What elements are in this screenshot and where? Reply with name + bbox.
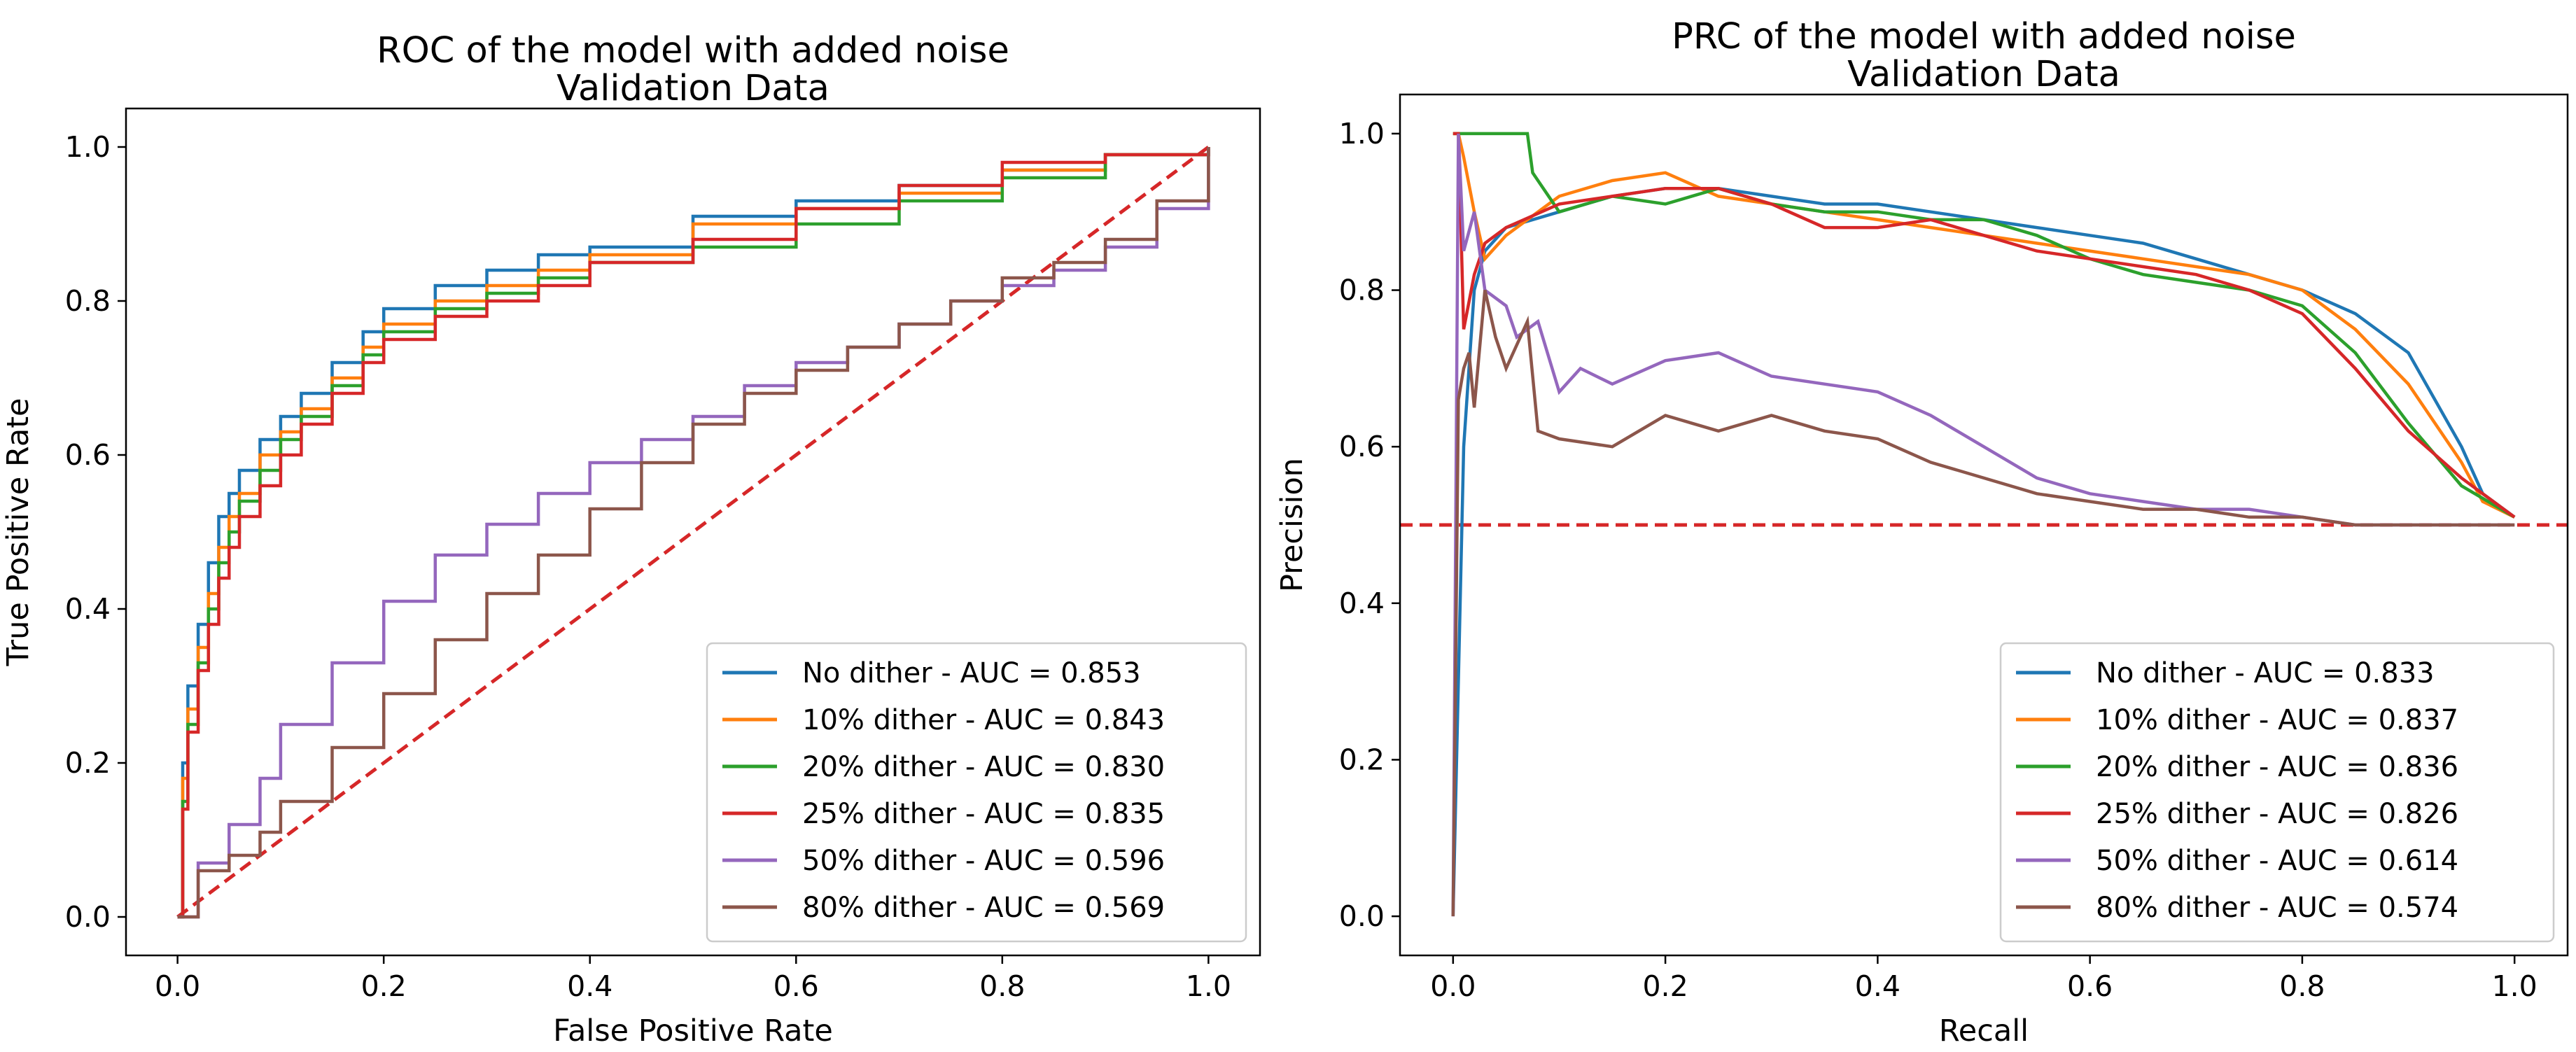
roc-subtitle: Validation Data	[556, 68, 830, 109]
roc-legend-label: 50% dither - AUC = 0.596	[802, 845, 1165, 877]
prc-series-50-dither	[1451, 133, 2515, 917]
prc-xtick-label: 0.8	[2279, 969, 2325, 1003]
prc-ytick-label: 0.0	[1339, 899, 1385, 933]
prc-subtitle: Validation Data	[1847, 54, 2120, 95]
prc-xtick-label: 0.0	[1430, 969, 1476, 1003]
prc-legend	[1999, 642, 2555, 943]
prc-series-10-dither	[1452, 132, 2516, 519]
prc-ytick-label: 0.2	[1339, 743, 1385, 776]
roc-legend-label: No dither - AUC = 0.853	[802, 657, 1141, 689]
roc-series-25-dither	[177, 147, 1210, 919]
prc-series-no-dither	[1451, 186, 2516, 917]
roc-ytick-label: 0.8	[65, 284, 111, 318]
roc-xtick-label: 0.4	[567, 969, 612, 1003]
roc-axes-frame	[125, 107, 1261, 957]
roc-series-80-dither	[177, 147, 1210, 919]
roc-legend-label: 80% dither - AUC = 0.569	[802, 892, 1165, 924]
roc-legend	[706, 642, 1247, 943]
prc-legend-label: 80% dither - AUC = 0.574	[2096, 892, 2458, 924]
roc-ylabel: True Positive Rate	[1, 398, 36, 666]
roc-legend-label: 25% dither - AUC = 0.835	[802, 798, 1165, 830]
roc-xtick-label: 0.0	[155, 969, 200, 1003]
prc-legend-label: 50% dither - AUC = 0.614	[2096, 845, 2458, 877]
prc-plot-area	[1400, 132, 2568, 917]
prc-axes-frame	[1399, 93, 2569, 957]
prc-ytick-label: 0.4	[1339, 587, 1385, 620]
prc-legend-label: 20% dither - AUC = 0.836	[2096, 751, 2458, 783]
roc-series-50-dither	[177, 147, 1210, 919]
prc-ytick-label: 0.8	[1339, 274, 1385, 307]
roc-xtick-label: 1.0	[1186, 969, 1231, 1003]
roc-ytick-label: 0.2	[65, 746, 111, 780]
prc-legend-label: No dither - AUC = 0.833	[2096, 657, 2435, 689]
prc-series-25-dither	[1452, 132, 2516, 519]
roc-xtick-label: 0.8	[979, 969, 1025, 1003]
prc-xtick-label: 0.6	[2067, 969, 2113, 1003]
roc-xtick-label: 0.2	[361, 969, 407, 1003]
prc-xtick-label: 0.2	[1642, 969, 1688, 1003]
roc-ytick-label: 0.4	[65, 592, 111, 626]
roc-ytick-label: 0.6	[65, 438, 111, 472]
prc-xlabel: Recall	[1939, 1014, 2029, 1049]
prc-series-20-dither	[1452, 132, 2516, 519]
prc-ytick-label: 1.0	[1339, 117, 1385, 150]
prc-ytick-label: 0.6	[1339, 430, 1385, 463]
prc-series-80-dither	[1451, 290, 2515, 917]
prc-title: PRC of the model with added noise	[1672, 16, 2296, 57]
roc-ytick-label: 1.0	[65, 130, 111, 164]
roc-legend-label: 20% dither - AUC = 0.830	[802, 751, 1165, 783]
prc-ylabel: Precision	[1275, 458, 1310, 592]
roc-plot-area	[176, 145, 1210, 919]
prc-xtick-label: 1.0	[2492, 969, 2538, 1003]
prc-xtick-label: 0.4	[1855, 969, 1900, 1003]
roc-xtick-label: 0.6	[774, 969, 819, 1003]
roc-xlabel: False Positive Rate	[553, 1014, 833, 1049]
prc-legend-label: 10% dither - AUC = 0.837	[2096, 704, 2458, 736]
roc-title: ROC of the model with added noise	[377, 30, 1009, 71]
roc-legend-label: 10% dither - AUC = 0.843	[802, 704, 1165, 736]
prc-legend-label: 25% dither - AUC = 0.826	[2096, 798, 2458, 830]
roc-ytick-label: 0.0	[65, 900, 111, 934]
